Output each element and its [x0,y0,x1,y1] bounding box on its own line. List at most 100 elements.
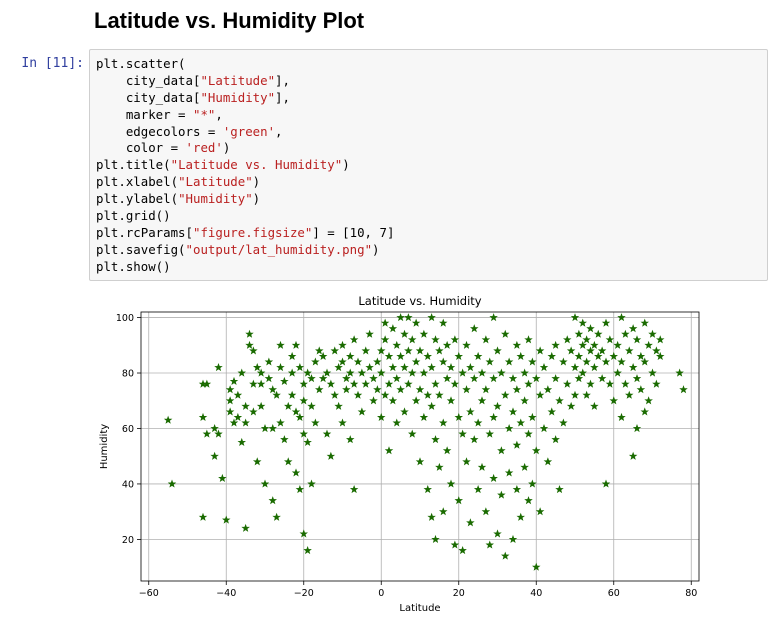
x-tick-label: −20 [294,588,314,599]
data-point [377,412,386,421]
data-point [628,362,638,372]
data-point [473,351,483,360]
data-point [377,368,386,377]
data-point [202,429,212,438]
data-point [334,401,343,410]
data-point [470,435,479,444]
data-point [516,418,525,427]
section-heading: Latitude vs. Humidity Plot [94,8,365,33]
data-point [225,385,235,394]
data-point [493,401,502,410]
data-point [644,340,653,349]
data-point [551,435,560,444]
data-point [392,418,401,427]
data-point [640,357,649,366]
data-point [528,357,537,366]
data-point [543,457,553,466]
data-point [268,385,277,394]
data-point [229,376,239,385]
data-point [559,418,568,427]
data-point [675,368,684,377]
data-point [586,346,595,355]
data-point [241,401,250,410]
data-point [489,313,498,322]
data-point [431,335,440,344]
data-point [249,346,258,355]
data-point [299,379,308,388]
data-point [601,357,611,366]
data-point [256,401,266,410]
data-point [489,473,498,483]
data-point [361,346,370,355]
data-point [578,340,587,349]
data-point [291,468,301,477]
code-line: plt.grid() [96,208,171,224]
data-point [644,396,653,405]
data-point [253,362,262,372]
data-point [431,435,440,444]
data-point [249,407,258,416]
data-point [520,462,529,471]
data-point [338,357,347,366]
data-point [535,507,545,516]
data-point [493,346,502,355]
data-point [315,385,324,394]
data-point [342,385,351,394]
x-axis-label: Latitude [399,603,440,614]
data-point [497,490,506,499]
data-point [307,374,316,383]
data-point [396,351,405,360]
data-point [481,507,491,516]
code-cell[interactable]: plt.scatter( city_data["Latitude"], city… [89,49,768,281]
data-point [446,362,456,372]
data-point [446,396,456,405]
data-point [408,368,417,377]
data-point [458,546,467,555]
data-point [439,318,448,327]
data-point [346,435,355,444]
data-point [423,485,432,494]
data-point [497,446,506,455]
data-point [287,351,297,360]
data-point [543,385,553,394]
data-point [578,318,587,327]
data-point [524,496,533,505]
data-point [392,340,401,349]
data-point [578,368,587,377]
data-point [241,523,250,532]
data-point [272,512,281,521]
data-point [245,329,254,338]
data-point [431,534,440,544]
data-point [574,351,584,360]
data-point [276,340,285,349]
data-point [264,357,274,366]
data-point [415,346,425,355]
code-editor[interactable]: plt.scatter( city_data["Latitude"], city… [96,56,394,276]
data-point [501,551,510,560]
data-point [388,396,398,405]
data-point [454,412,463,421]
data-point [411,396,421,405]
data-point [396,385,405,394]
data-point [466,362,475,372]
data-point [520,368,529,377]
data-point [210,451,219,460]
data-point [392,374,401,383]
data-point [512,485,522,494]
data-point [481,335,491,344]
data-point [485,357,494,366]
data-point [473,418,483,427]
code-line: edgecolors = 'green', [96,123,283,139]
data-point [582,357,591,366]
data-point [524,335,533,344]
data-point [415,457,425,466]
data-point [628,324,638,333]
chart-title: Latitude vs. Humidity [358,294,481,308]
data-point [458,429,467,438]
data-point [524,429,533,438]
code-line: plt.rcParams["figure.figsize"] = [10, 7] [96,224,395,240]
data-point [268,496,277,505]
data-point [590,340,599,349]
data-point [365,329,374,338]
data-point [295,362,305,372]
